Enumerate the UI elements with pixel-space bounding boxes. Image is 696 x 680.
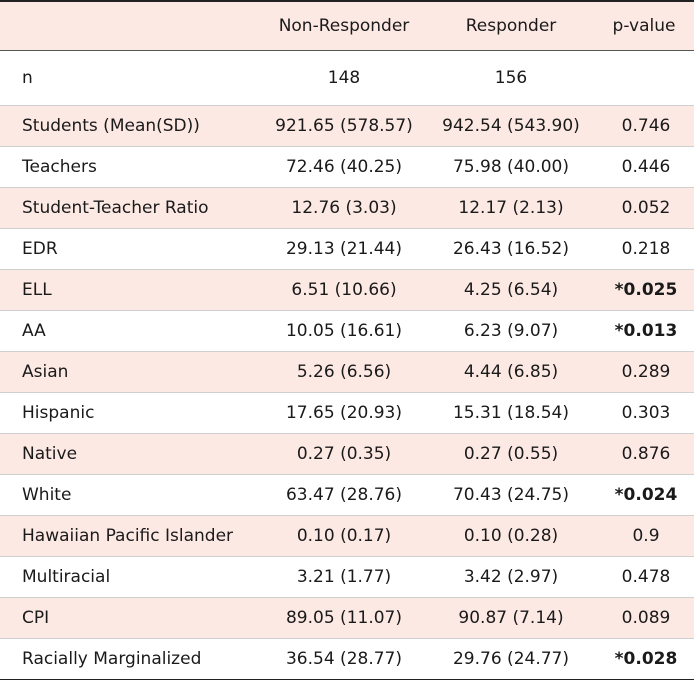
table-row: Asian 5.26 (6.56) 4.44 (6.85) 0.289 — [0, 351, 694, 393]
header-p-value: p-value — [594, 1, 694, 51]
p-value-cell: 0.9 — [594, 515, 694, 557]
responder-value: 26.43 (16.52) — [428, 228, 594, 270]
non-responder-value: 72.46 (40.25) — [260, 146, 428, 188]
p-value-cell: 0.289 — [594, 351, 694, 393]
table-row: Hawaiian Pacific Islander 0.10 (0.17) 0.10… — [0, 515, 694, 557]
p-value-cell: 0.218 — [594, 228, 694, 270]
non-responder-value: 89.05 (11.07) — [260, 597, 428, 639]
p-value-cell: *0.013 — [594, 310, 694, 352]
responder-value: 4.44 (6.85) — [428, 351, 594, 393]
responder-value: 75.98 (40.00) — [428, 146, 594, 188]
responder-value: 0.27 (0.55) — [428, 433, 594, 475]
responder-value: 942.54 (543.90) — [428, 105, 594, 147]
row-label: n — [0, 50, 260, 106]
table-row: n 148 156 — [0, 50, 694, 106]
responder-value: 4.25 (6.54) — [428, 269, 594, 311]
p-value-cell: 0.746 — [594, 105, 694, 147]
p-value-cell: 0.478 — [594, 556, 694, 598]
row-label: Multiracial — [0, 556, 260, 598]
row-label: Student-Teacher Ratio — [0, 187, 260, 229]
non-responder-value: 921.65 (578.57) — [260, 105, 428, 147]
row-label: Hispanic — [0, 392, 260, 434]
row-label: Hawaiian Pacific Islander — [0, 515, 260, 557]
table-row: Hispanic 17.65 (20.93) 15.31 (18.54) 0.303 — [0, 392, 694, 434]
table-header: Non-Responder Responder p-value — [0, 1, 694, 51]
non-responder-value: 63.47 (28.76) — [260, 474, 428, 516]
non-responder-value: 10.05 (16.61) — [260, 310, 428, 352]
non-responder-value: 29.13 (21.44) — [260, 228, 428, 270]
table-row: White 63.47 (28.76) 70.43 (24.75) *0.024 — [0, 474, 694, 516]
responder-value: 12.17 (2.13) — [428, 187, 594, 229]
row-label: Asian — [0, 351, 260, 393]
row-label: Teachers — [0, 146, 260, 188]
table-row: Students (Mean(SD)) 921.65 (578.57) 942.54… — [0, 105, 694, 147]
table-row: AA 10.05 (16.61) 6.23 (9.07) *0.013 — [0, 310, 694, 352]
non-responder-value: 148 — [260, 50, 428, 106]
header-non-responder: Non-Responder — [260, 1, 428, 51]
p-value-cell: 0.446 — [594, 146, 694, 188]
table-row: CPI 89.05 (11.07) 90.87 (7.14) 0.089 — [0, 597, 694, 639]
header-responder: Responder — [428, 1, 594, 51]
responder-value: 3.42 (2.97) — [428, 556, 594, 598]
non-responder-value: 17.65 (20.93) — [260, 392, 428, 434]
non-responder-value: 12.76 (3.03) — [260, 187, 428, 229]
non-responder-value: 6.51 (10.66) — [260, 269, 428, 311]
p-value-cell: 0.052 — [594, 187, 694, 229]
p-value-cell: *0.025 — [594, 269, 694, 311]
responder-value: 70.43 (24.75) — [428, 474, 594, 516]
p-value-cell: 0.089 — [594, 597, 694, 639]
non-responder-value: 0.10 (0.17) — [260, 515, 428, 557]
table-row: Native 0.27 (0.35) 0.27 (0.55) 0.876 — [0, 433, 694, 475]
row-label: Native — [0, 433, 260, 475]
table-body: n 148 156 Students (Mean(SD)) 921.65 (578.57… — [0, 50, 694, 680]
p-value-cell — [594, 50, 694, 106]
table-row: Student-Teacher Ratio 12.76 (3.03) 12.17 (… — [0, 187, 694, 229]
row-label: Students (Mean(SD)) — [0, 105, 260, 147]
row-label: ELL — [0, 269, 260, 311]
table-row: Teachers 72.46 (40.25) 75.98 (40.00) 0.446 — [0, 146, 694, 188]
responder-value: 15.31 (18.54) — [428, 392, 594, 434]
table-row: EDR 29.13 (21.44) 26.43 (16.52) 0.218 — [0, 228, 694, 270]
responder-value: 156 — [428, 50, 594, 106]
header-variable — [0, 1, 260, 51]
header-row: Non-Responder Responder p-value — [0, 1, 694, 51]
non-responder-value: 3.21 (1.77) — [260, 556, 428, 598]
row-label: White — [0, 474, 260, 516]
row-label: AA — [0, 310, 260, 352]
table-row: Multiracial 3.21 (1.77) 3.42 (2.97) 0.478 — [0, 556, 694, 598]
responder-value: 90.87 (7.14) — [428, 597, 594, 639]
non-responder-value: 5.26 (6.56) — [260, 351, 428, 393]
p-value-cell: 0.876 — [594, 433, 694, 475]
responder-value: 6.23 (9.07) — [428, 310, 594, 352]
row-label: CPI — [0, 597, 260, 639]
responder-value: 0.10 (0.28) — [428, 515, 594, 557]
table-row: ELL 6.51 (10.66) 4.25 (6.54) *0.025 — [0, 269, 694, 311]
row-label: EDR — [0, 228, 260, 270]
non-responder-value: 0.27 (0.35) — [260, 433, 428, 475]
p-value-cell: 0.303 — [594, 392, 694, 434]
p-value-cell: *0.024 — [594, 474, 694, 516]
